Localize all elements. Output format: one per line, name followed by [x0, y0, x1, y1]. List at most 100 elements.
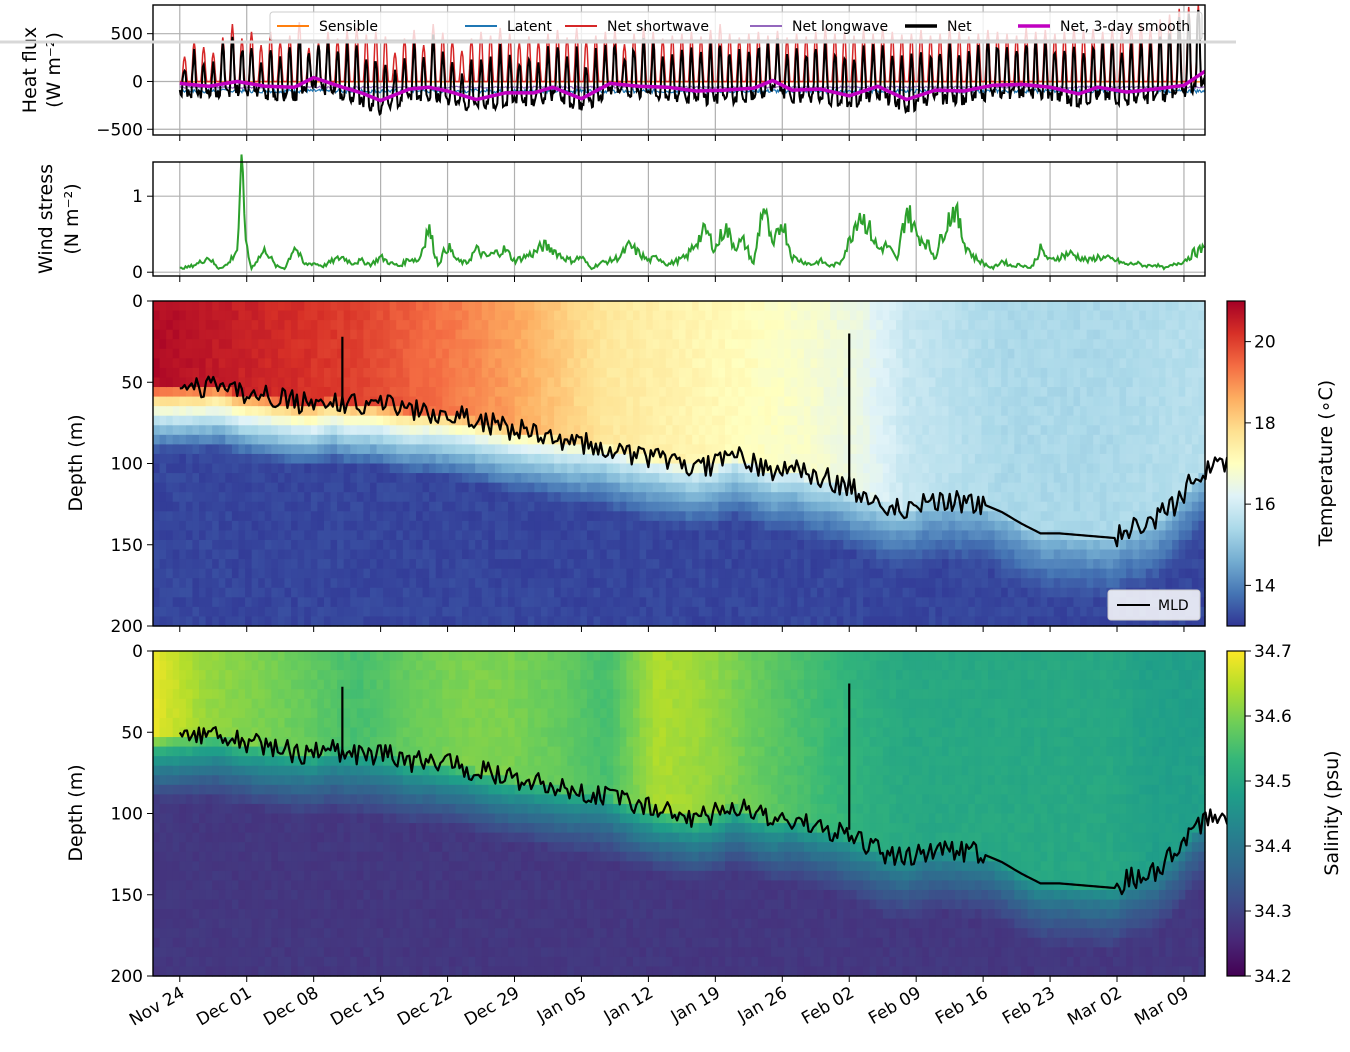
- temperature-cell: [1047, 597, 1055, 608]
- temperature-cell: [632, 520, 641, 532]
- temperature-cell: [508, 406, 516, 417]
- temperature-cell: [757, 301, 766, 312]
- temperature-cell: [882, 425, 890, 436]
- temperature-cell: [1034, 616, 1042, 627]
- temperature-cell: [521, 425, 529, 436]
- temperature-cell: [1066, 511, 1075, 522]
- temperature-cell: [876, 387, 884, 398]
- temperature-cell: [1080, 482, 1088, 493]
- temperature-cell: [856, 559, 864, 570]
- temperature-cell: [554, 396, 562, 407]
- temperature-cell: [475, 406, 483, 417]
- temperature-cell: [1066, 301, 1075, 312]
- temperature-cell: [863, 320, 871, 331]
- temperature-cell: [797, 463, 805, 474]
- temperature-cell: [586, 339, 595, 350]
- temperature-cell: [915, 415, 923, 426]
- temperature-cell: [554, 329, 562, 340]
- temperature-cell: [1007, 310, 1015, 321]
- temperature-cell: [994, 320, 1002, 331]
- temperature-cell: [481, 616, 489, 627]
- temperature-cell: [751, 463, 759, 474]
- temperature-cell: [889, 358, 897, 369]
- temperature-cell: [448, 358, 457, 369]
- temperature-cell: [271, 463, 279, 474]
- temperature-cell: [271, 482, 279, 493]
- temperature-cell: [902, 329, 910, 340]
- temperature-cell: [632, 492, 641, 503]
- temperature-cell: [586, 530, 595, 541]
- temperature-cell: [475, 425, 483, 436]
- temperature-cell: [942, 396, 950, 407]
- temperature-cell: [705, 597, 713, 608]
- temperature-cell: [711, 387, 720, 398]
- temperature-cell: [764, 339, 772, 350]
- temperature-cell: [429, 453, 437, 465]
- temperature-cell: [291, 559, 299, 570]
- temperature-cell: [902, 358, 910, 369]
- temperature-cell: [1060, 358, 1068, 369]
- temperature-cell: [1047, 425, 1055, 436]
- temperature-cell: [1007, 367, 1015, 379]
- temperature-cell: [909, 492, 917, 503]
- temperature-cell: [738, 444, 746, 455]
- temperature-cell: [639, 473, 647, 484]
- temperature-cell: [383, 606, 391, 618]
- temperature-cell: [271, 348, 279, 359]
- temperature-cell: [803, 463, 812, 474]
- temperature-cell: [330, 463, 338, 474]
- temperature-cell: [869, 396, 877, 407]
- temperature-cell: [1053, 549, 1061, 560]
- temperature-cell: [830, 616, 838, 627]
- temperature-cell: [205, 501, 213, 512]
- temperature-cell: [442, 530, 450, 541]
- temperature-cell: [606, 453, 614, 465]
- temperature-cell: [264, 310, 272, 321]
- temperature-cell: [988, 539, 996, 551]
- temperature-cell: [928, 415, 937, 426]
- temperature-cell: [685, 578, 693, 589]
- temperature-cell: [1053, 329, 1061, 340]
- temperature-cell: [330, 520, 338, 532]
- temperature-cell: [369, 348, 378, 359]
- temperature-cell: [396, 559, 404, 570]
- temperature-cell: [606, 415, 614, 426]
- temperature-cell: [166, 616, 174, 627]
- temperature-cell: [422, 559, 430, 570]
- temperature-cell: [1086, 587, 1094, 598]
- temperature-cell: [429, 301, 437, 312]
- temperature-cell: [422, 320, 430, 331]
- temperature-cell: [422, 329, 430, 340]
- temperature-cell: [1053, 530, 1061, 541]
- temperature-cell: [843, 473, 851, 484]
- temperature-cell: [876, 425, 884, 436]
- temperature-cell: [632, 406, 641, 417]
- temperature-cell: [974, 549, 983, 560]
- temperature-cell: [803, 597, 812, 608]
- temperature-cell: [1080, 559, 1088, 570]
- temperature-cell: [810, 473, 818, 484]
- temperature-cell: [396, 616, 404, 627]
- temperature-cell: [586, 320, 595, 331]
- temperature-cell: [1007, 406, 1015, 417]
- temperature-cell: [711, 492, 720, 503]
- temperature-cell: [751, 473, 759, 484]
- temperature-cell: [593, 310, 601, 321]
- temperature-cell: [942, 387, 950, 398]
- temperature-cell: [659, 348, 667, 359]
- temperature-cell: [974, 444, 983, 455]
- temperature-cell: [218, 387, 226, 398]
- temperature-cell: [935, 473, 943, 484]
- temperature-cell: [1034, 453, 1042, 465]
- temperature-cell: [685, 320, 693, 331]
- temperature-cell: [573, 597, 581, 608]
- temperature-cell: [212, 348, 220, 359]
- temperature-cell: [179, 616, 187, 627]
- temperature-cell: [179, 320, 187, 331]
- temperature-cell: [1020, 511, 1029, 522]
- temperature-cell: [823, 329, 831, 340]
- temperature-cell: [817, 568, 825, 579]
- temperature-cell: [968, 301, 976, 312]
- temperature-cell: [863, 606, 871, 618]
- wind-stress-frame: [152, 161, 1206, 277]
